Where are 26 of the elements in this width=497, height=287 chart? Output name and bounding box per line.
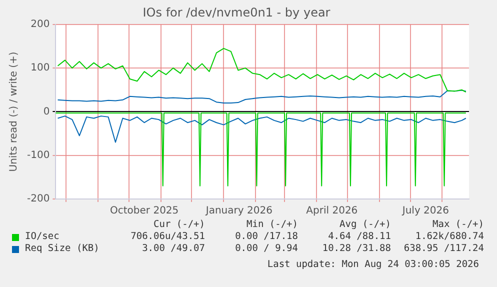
y-tick-label: 100 (30, 62, 50, 74)
y-tick-label: -100 (26, 150, 50, 161)
text: Cur (-/+) (152, 219, 205, 231)
chart-title: IOs for /dev/nvme0n1 - by year (142, 5, 330, 20)
text: 10.28 /31.88 (321, 243, 391, 255)
text: 706.06u/43.51 (130, 231, 205, 243)
text: Max (-/+) (432, 219, 484, 231)
text: Min (-/+) (246, 219, 298, 231)
text: 3.00 /49.07 (141, 243, 205, 255)
text: Avg (-/+) (338, 219, 391, 231)
x-tick-label: April 2026 (306, 206, 358, 217)
text: 1.62k/680.74 (414, 231, 484, 243)
x-tick-label: October 2025 (110, 206, 179, 217)
y-tick-label: 200 (30, 18, 50, 30)
text: 0.00 / 9.94 (234, 243, 298, 255)
text: 0.00 /17.18 (234, 231, 298, 243)
text: Last update: Mon Aug 24 03:00:05 2026 (267, 259, 479, 270)
legend-label: IO/sec (25, 231, 60, 243)
y-tick-label: 0 (43, 106, 50, 118)
x-tick-label: July 2026 (401, 206, 450, 217)
text: 4.64 /88.11 (327, 231, 391, 243)
y-tick-label: -200 (26, 194, 50, 205)
x-tick-label: January 2026 (204, 206, 272, 217)
text: 638.95 /117.24 (402, 243, 484, 255)
legend-label: Req Size (KB) (25, 243, 100, 255)
y-axis-title: Units read (-) / write (+) (8, 52, 20, 172)
